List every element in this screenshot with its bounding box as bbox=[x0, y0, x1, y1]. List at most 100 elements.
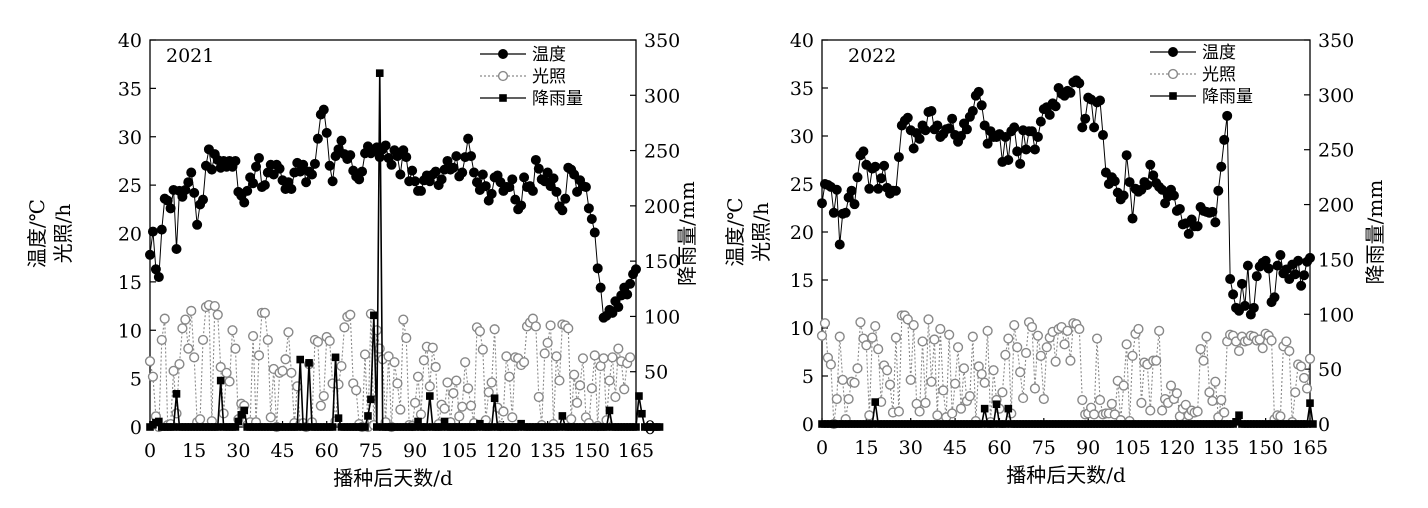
data-point bbox=[312, 133, 323, 144]
data-point bbox=[171, 408, 182, 419]
data-point bbox=[569, 369, 580, 380]
series-rainfall bbox=[146, 69, 664, 431]
data-point bbox=[557, 205, 568, 216]
data-point bbox=[861, 340, 872, 351]
data-point bbox=[982, 325, 993, 336]
data-point bbox=[1000, 349, 1011, 360]
y-left-tick-label: 10 bbox=[790, 318, 814, 340]
y-left-axis-label-sunshine: 光照/h bbox=[51, 204, 75, 264]
data-point bbox=[268, 169, 279, 180]
data-point bbox=[401, 152, 412, 163]
data-point bbox=[286, 367, 297, 378]
data-point bbox=[1127, 350, 1138, 361]
data-point bbox=[828, 207, 839, 218]
data-point bbox=[230, 155, 241, 166]
data-point bbox=[242, 185, 253, 196]
data-point bbox=[1026, 321, 1038, 333]
data-point bbox=[259, 307, 270, 318]
data-point bbox=[589, 227, 600, 238]
data-point bbox=[1183, 228, 1194, 239]
data-point bbox=[917, 336, 928, 347]
data-point bbox=[920, 125, 931, 136]
data-point bbox=[1136, 397, 1147, 408]
data-point bbox=[956, 130, 967, 141]
panel-2022: 0 15 30 45 60 75 90 105 120 135 150 165051015202530… bbox=[723, 30, 1387, 487]
data-point bbox=[1127, 213, 1138, 224]
data-point bbox=[598, 353, 609, 364]
x-tick-label: 30 bbox=[226, 440, 250, 462]
data-point bbox=[1239, 300, 1250, 311]
data-point bbox=[437, 423, 446, 431]
data-point bbox=[1035, 116, 1046, 127]
data-point bbox=[527, 185, 538, 196]
data-point bbox=[871, 398, 880, 406]
data-point bbox=[436, 174, 447, 185]
data-point bbox=[1074, 323, 1085, 335]
data-point bbox=[1065, 87, 1076, 98]
data-point bbox=[867, 332, 878, 343]
data-point bbox=[873, 183, 884, 194]
data-point bbox=[183, 343, 194, 354]
data-point bbox=[1021, 144, 1032, 155]
data-point bbox=[1293, 255, 1304, 266]
data-point bbox=[230, 343, 241, 354]
data-point bbox=[976, 368, 987, 380]
series-rainfall bbox=[818, 398, 1317, 428]
y-right-tick-label: 50 bbox=[1318, 359, 1342, 381]
x-tick-label: 135 bbox=[1203, 437, 1239, 459]
data-point bbox=[423, 423, 431, 431]
data-point bbox=[1050, 356, 1061, 367]
data-point bbox=[234, 417, 243, 426]
data-point bbox=[1236, 278, 1247, 289]
data-point bbox=[632, 423, 640, 431]
data-point bbox=[253, 350, 265, 361]
y-right-tick-label: 200 bbox=[1318, 195, 1354, 217]
data-point bbox=[345, 309, 356, 320]
data-point bbox=[1095, 95, 1106, 106]
data-point bbox=[1089, 122, 1100, 133]
data-point bbox=[1251, 271, 1262, 282]
data-point bbox=[172, 390, 181, 398]
data-point bbox=[1151, 355, 1162, 366]
data-point bbox=[1118, 380, 1129, 391]
data-point bbox=[277, 365, 288, 376]
data-point bbox=[530, 154, 541, 165]
data-point bbox=[1275, 250, 1286, 261]
data-point bbox=[1257, 343, 1268, 354]
y-right-axis-label: 降雨量/mm bbox=[675, 181, 699, 286]
series-line bbox=[149, 304, 631, 429]
data-point bbox=[159, 313, 170, 324]
x-tick-label: 45 bbox=[943, 437, 967, 459]
data-point bbox=[610, 391, 621, 403]
data-point bbox=[507, 412, 518, 423]
data-point bbox=[1035, 350, 1046, 361]
data-point bbox=[1207, 395, 1218, 407]
data-point bbox=[834, 239, 845, 250]
data-point bbox=[944, 329, 955, 340]
x-tick-label: 165 bbox=[618, 440, 654, 462]
data-point bbox=[1232, 418, 1240, 426]
data-point bbox=[817, 198, 828, 209]
data-point bbox=[189, 187, 200, 198]
y-right-tick-label: 100 bbox=[644, 306, 680, 328]
data-point bbox=[548, 173, 559, 184]
data-point bbox=[1225, 274, 1236, 285]
data-point bbox=[407, 165, 418, 176]
data-point bbox=[1109, 176, 1120, 187]
data-point bbox=[501, 351, 512, 362]
data-point bbox=[367, 395, 375, 404]
data-point bbox=[516, 200, 527, 211]
data-point bbox=[1009, 320, 1020, 331]
data-point bbox=[302, 423, 310, 431]
y-left-tick-label: 15 bbox=[118, 272, 142, 294]
data-point bbox=[1012, 342, 1023, 353]
data-point bbox=[947, 408, 958, 419]
y-left-axis-label-temperature: 温度/℃ bbox=[25, 199, 49, 268]
data-point bbox=[427, 342, 438, 353]
data-point bbox=[486, 188, 497, 199]
data-point bbox=[426, 392, 434, 400]
data-point bbox=[1154, 325, 1165, 336]
data-point bbox=[489, 324, 500, 335]
x-tick-label: 15 bbox=[854, 437, 878, 459]
x-tick-label: 165 bbox=[1292, 437, 1328, 459]
